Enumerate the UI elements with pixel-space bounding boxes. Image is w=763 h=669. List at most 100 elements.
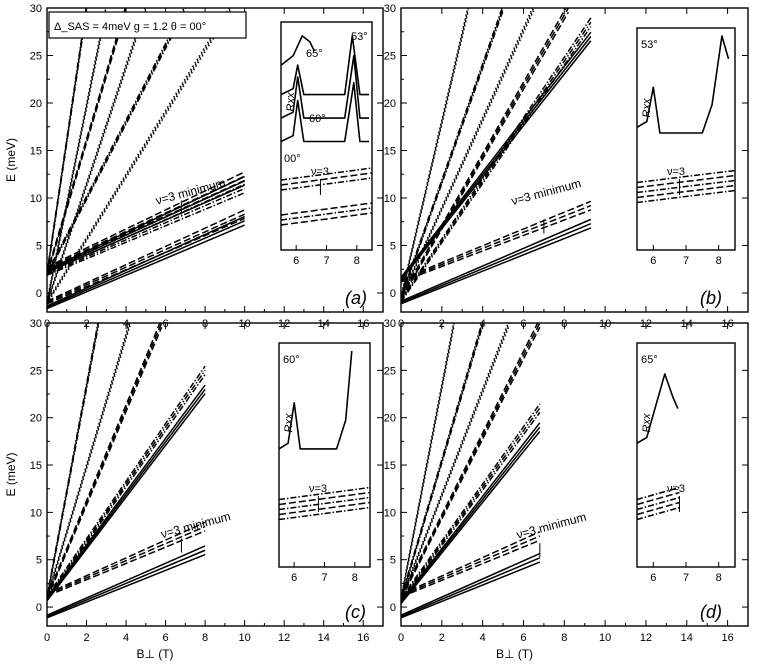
inset-level-line <box>278 496 371 511</box>
y-tick-label: 15 <box>30 146 42 158</box>
inset-level-line <box>280 177 373 191</box>
inset-rxx-curve <box>278 350 353 450</box>
angle-label: 60° <box>309 113 326 125</box>
inset-c: 6 7 8 Rxx 60° ν=3 <box>278 342 371 584</box>
series-line <box>47 388 206 600</box>
inset-x-tick-label: 8 <box>352 572 358 584</box>
series-line <box>401 326 541 600</box>
series-line <box>401 222 592 304</box>
inset-x-tick-label: 6 <box>291 572 297 584</box>
x-tick-label: 4 <box>480 632 486 644</box>
inset-rxx-curve <box>280 82 369 143</box>
series-line <box>47 323 131 597</box>
x-tick-label: 12 <box>278 632 290 644</box>
panel-label: (c) <box>345 602 366 622</box>
series-line <box>401 412 541 602</box>
x-tick-label: 0 <box>44 632 50 644</box>
y-tick-label: 20 <box>384 413 396 425</box>
series-line <box>47 530 206 597</box>
angle-label: 53° <box>641 39 658 51</box>
panel-label: (b) <box>700 288 722 308</box>
x-tick-label: 4 <box>123 632 129 644</box>
angle-label: 00° <box>284 153 301 165</box>
plot-frame <box>46 7 384 313</box>
series-line <box>401 218 592 302</box>
series-line <box>401 209 592 283</box>
series-line <box>401 323 455 599</box>
y-axis-label: E (meV) <box>4 138 18 182</box>
x-tick-label: 10 <box>599 632 611 644</box>
series-line <box>401 8 567 297</box>
series-line <box>47 184 245 274</box>
series-line <box>401 8 469 297</box>
level-lines <box>401 323 541 619</box>
series-line <box>401 40 592 281</box>
inset-level-line <box>280 207 373 221</box>
plot-frame <box>400 7 749 313</box>
inset-x-tick-label: 7 <box>321 572 327 584</box>
inset-x-tick-label: 6 <box>650 255 656 267</box>
panel-d: 0 2 4 6 8 10 12 14 16 0 5 10 15 20 25 30 B⊥ (T) ν=3 minim… <box>384 318 749 661</box>
inset-levels <box>636 486 680 521</box>
series-line <box>47 365 206 597</box>
series-line <box>47 8 232 303</box>
inset-rxx-curve <box>280 55 369 119</box>
series-line <box>47 384 206 599</box>
inset-rxx-curve <box>636 35 730 134</box>
series-line <box>401 323 483 599</box>
series-line <box>47 323 99 597</box>
x-tick-label: 2 <box>83 632 89 644</box>
inset-frame <box>278 342 371 568</box>
series-line <box>401 430 541 605</box>
inset-x-tick-label: 7 <box>683 255 689 267</box>
y-tick-label: 20 <box>384 98 396 110</box>
y-tick-label: 0 <box>36 288 42 300</box>
inset-levels <box>280 167 373 226</box>
y-tick-label: 15 <box>384 460 396 472</box>
series-line <box>401 8 570 299</box>
nu3-minimum-annotation: ν=3 minimum <box>510 176 583 208</box>
inset-rxx-curve <box>280 35 369 96</box>
plot-frame <box>400 322 749 627</box>
inset-level-line <box>280 172 373 186</box>
inset-level-line <box>636 496 680 511</box>
nu3-minimum-annotation: ν=3 minimum <box>159 509 232 541</box>
inset-x-tick-label: 8 <box>716 255 722 267</box>
inset-levels <box>636 169 736 204</box>
panel-b: 0246810121416051015202530ν=3 minimum(b)6… <box>384 3 749 330</box>
y-tick-label: 30 <box>30 318 42 330</box>
y-tick-label: 15 <box>30 460 42 472</box>
parameter-box-text: Δ_SAS = 4meV g = 1.2 θ = 00° <box>54 21 206 33</box>
series-line <box>401 407 541 600</box>
series-line <box>47 545 206 616</box>
series-line <box>47 549 206 618</box>
y-tick-label: 5 <box>390 241 396 253</box>
series-line <box>401 426 541 603</box>
series-line <box>47 217 245 305</box>
series-line <box>401 325 455 601</box>
y-tick-label: 30 <box>384 3 396 15</box>
series-line <box>401 8 470 298</box>
angle-label: 60° <box>283 354 300 366</box>
angle-label: 65° <box>641 354 658 366</box>
series-line <box>401 204 592 282</box>
inset-level-line <box>636 491 680 506</box>
series-line <box>401 323 455 600</box>
parameter-box: Δ_SAS = 4meV g = 1.2 θ = 00° <box>48 11 247 39</box>
parameter-box-frame <box>48 11 247 39</box>
series-line <box>401 323 539 597</box>
series-line <box>401 8 503 297</box>
level-lines <box>401 8 592 305</box>
x-tick-label: 16 <box>357 632 369 644</box>
nu3-label: ν=3 <box>309 483 327 495</box>
y-tick-label: 5 <box>390 555 396 567</box>
nu3-minimum-annotation: ν=3 minimum <box>515 510 588 542</box>
inset-frame <box>636 27 736 251</box>
series-line <box>401 200 592 281</box>
series-line <box>401 21 592 302</box>
series-line <box>47 179 245 271</box>
series-line <box>401 36 592 280</box>
